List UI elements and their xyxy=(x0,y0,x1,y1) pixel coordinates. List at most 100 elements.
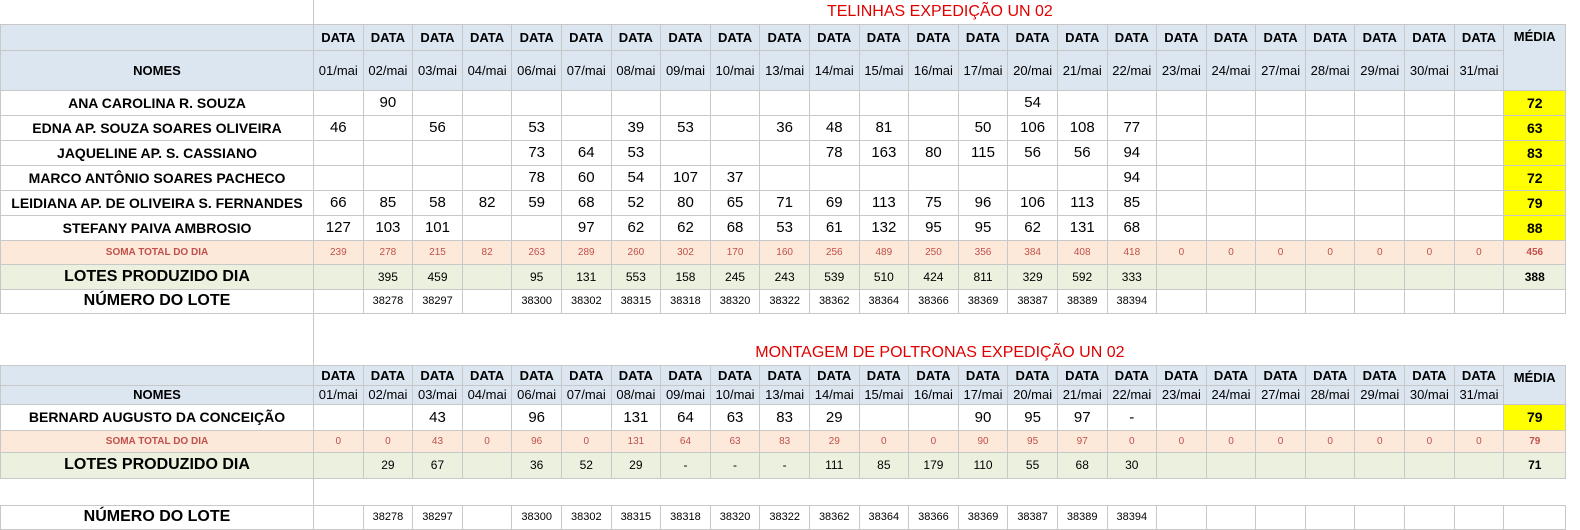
value-cell[interactable]: 96 xyxy=(511,403,562,431)
value-cell[interactable] xyxy=(1404,139,1455,166)
lot-number-cell[interactable] xyxy=(313,288,364,314)
value-cell[interactable] xyxy=(1205,164,1257,191)
value-cell[interactable]: 163 xyxy=(858,139,910,166)
value-cell[interactable] xyxy=(1404,114,1455,141)
value-cell[interactable]: 73 xyxy=(511,139,562,166)
lots-cell[interactable] xyxy=(1404,263,1455,290)
lots-cell[interactable]: 29 xyxy=(610,451,662,479)
value-cell[interactable] xyxy=(1255,114,1306,141)
lots-cell[interactable]: 30 xyxy=(1106,451,1158,479)
value-cell[interactable]: 90 xyxy=(957,403,1009,431)
lots-cell[interactable] xyxy=(461,263,513,290)
lot-number-cell[interactable]: 38278 xyxy=(362,288,414,314)
value-cell[interactable] xyxy=(511,89,562,116)
value-cell[interactable]: 64 xyxy=(560,139,612,166)
value-cell[interactable]: 81 xyxy=(858,114,910,141)
value-cell[interactable] xyxy=(1453,189,1505,216)
value-cell[interactable] xyxy=(1156,214,1207,241)
lot-number-cell[interactable] xyxy=(1255,504,1306,530)
lots-cell[interactable]: 395 xyxy=(362,263,414,290)
lots-cell[interactable] xyxy=(461,451,513,479)
value-cell[interactable]: 68 xyxy=(560,189,612,216)
lots-cell[interactable] xyxy=(1453,263,1505,290)
lot-number-cell[interactable]: 38369 xyxy=(957,288,1009,314)
value-cell[interactable] xyxy=(313,89,364,116)
value-cell[interactable]: 54 xyxy=(610,164,662,191)
value-cell[interactable]: 53 xyxy=(759,214,810,241)
value-cell[interactable] xyxy=(709,89,761,116)
value-cell[interactable] xyxy=(1304,89,1356,116)
value-cell[interactable] xyxy=(709,114,761,141)
value-cell[interactable]: 78 xyxy=(511,164,562,191)
value-cell[interactable] xyxy=(1156,139,1207,166)
lots-cell[interactable]: 245 xyxy=(709,263,761,290)
value-cell[interactable] xyxy=(461,114,513,141)
lots-cell[interactable]: 95 xyxy=(511,263,562,290)
value-cell[interactable] xyxy=(610,89,662,116)
value-cell[interactable]: 85 xyxy=(362,189,414,216)
value-cell[interactable] xyxy=(560,403,612,431)
value-cell[interactable] xyxy=(1354,403,1406,431)
lots-cell[interactable] xyxy=(1156,263,1207,290)
lot-number-cell[interactable] xyxy=(1453,504,1505,530)
lot-number-cell[interactable] xyxy=(461,504,513,530)
value-cell[interactable] xyxy=(461,139,513,166)
lot-number-cell[interactable] xyxy=(1404,288,1455,314)
lots-cell[interactable] xyxy=(1156,451,1207,479)
value-cell[interactable] xyxy=(660,139,711,166)
value-cell[interactable]: 54 xyxy=(1007,89,1058,116)
lot-number-cell[interactable]: 38364 xyxy=(858,504,910,530)
value-cell[interactable] xyxy=(1056,164,1108,191)
value-cell[interactable]: 83 xyxy=(759,403,810,431)
value-cell[interactable]: 43 xyxy=(412,403,463,431)
lot-number-cell[interactable] xyxy=(1205,288,1257,314)
value-cell[interactable] xyxy=(1404,164,1455,191)
lots-cell[interactable]: 329 xyxy=(1007,263,1058,290)
value-cell[interactable] xyxy=(461,164,513,191)
value-cell[interactable] xyxy=(1354,189,1406,216)
value-cell[interactable]: 103 xyxy=(362,214,414,241)
lots-cell[interactable]: 179 xyxy=(908,451,959,479)
value-cell[interactable]: 95 xyxy=(908,214,959,241)
value-cell[interactable] xyxy=(1056,89,1108,116)
lots-cell[interactable]: 36 xyxy=(511,451,562,479)
value-cell[interactable] xyxy=(1156,164,1207,191)
value-cell[interactable]: 66 xyxy=(313,189,364,216)
value-cell[interactable] xyxy=(313,139,364,166)
lot-number-cell[interactable]: 38302 xyxy=(560,288,612,314)
value-cell[interactable] xyxy=(1453,139,1505,166)
lots-cell[interactable]: 424 xyxy=(908,263,959,290)
lot-number-cell[interactable]: 38297 xyxy=(412,504,463,530)
value-cell[interactable]: 94 xyxy=(1106,139,1158,166)
value-cell[interactable] xyxy=(957,164,1009,191)
lot-number-cell[interactable]: 38387 xyxy=(1007,504,1058,530)
value-cell[interactable] xyxy=(313,164,364,191)
value-cell[interactable] xyxy=(560,114,612,141)
lot-number-cell[interactable] xyxy=(1453,288,1505,314)
lots-cell[interactable]: - xyxy=(709,451,761,479)
lots-cell[interactable]: 68 xyxy=(1056,451,1108,479)
lot-number-cell[interactable] xyxy=(1354,288,1406,314)
value-cell[interactable]: 80 xyxy=(660,189,711,216)
lots-cell[interactable] xyxy=(1255,451,1306,479)
value-cell[interactable] xyxy=(1404,89,1455,116)
value-cell[interactable] xyxy=(1453,403,1505,431)
value-cell[interactable]: 36 xyxy=(759,114,810,141)
value-cell[interactable]: 71 xyxy=(759,189,810,216)
value-cell[interactable]: 58 xyxy=(412,189,463,216)
value-cell[interactable] xyxy=(1255,403,1306,431)
lots-cell[interactable]: - xyxy=(759,451,810,479)
value-cell[interactable] xyxy=(1156,403,1207,431)
value-cell[interactable] xyxy=(1304,114,1356,141)
lots-cell[interactable]: 29 xyxy=(362,451,414,479)
value-cell[interactable] xyxy=(858,164,910,191)
value-cell[interactable] xyxy=(362,114,414,141)
lot-number-cell[interactable] xyxy=(1404,504,1455,530)
value-cell[interactable] xyxy=(1255,214,1306,241)
value-cell[interactable] xyxy=(808,89,860,116)
lots-cell[interactable] xyxy=(1304,263,1356,290)
lot-number-cell[interactable]: 38302 xyxy=(560,504,612,530)
lot-number-cell[interactable]: 38389 xyxy=(1056,504,1108,530)
value-cell[interactable] xyxy=(1453,114,1505,141)
value-cell[interactable]: 62 xyxy=(1007,214,1058,241)
